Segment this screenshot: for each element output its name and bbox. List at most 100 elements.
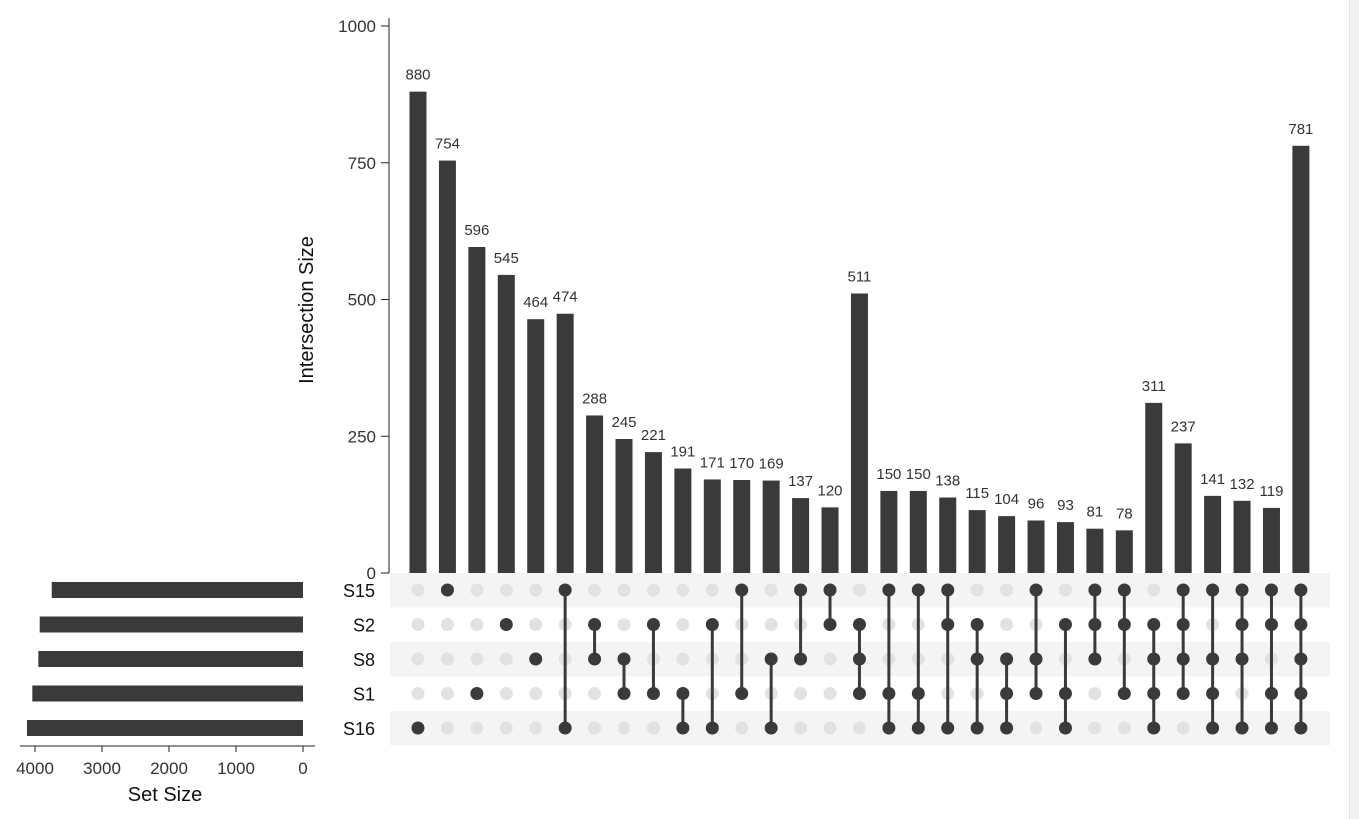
bar-value-label: 132 (1230, 476, 1255, 493)
intersection-bar (792, 498, 810, 573)
matrix-dot-active (1176, 618, 1190, 631)
scrollbar[interactable] (1349, 0, 1359, 819)
matrix-dot-active (1176, 652, 1190, 666)
bar-value-label: 119 (1260, 483, 1284, 500)
bar-value-label: 474 (553, 289, 578, 306)
bar-value-label: 781 (1288, 121, 1313, 138)
bar-value-label: 545 (494, 250, 519, 267)
matrix-dot-active (1058, 618, 1072, 631)
intersection-bar (586, 415, 604, 573)
bar-value-label: 93 (1057, 497, 1074, 514)
matrix-dot-active (1147, 618, 1161, 631)
set-size-bar (39, 616, 303, 633)
matrix-dot-active (1000, 652, 1014, 666)
matrix-dot-inactive (764, 618, 778, 631)
matrix-dot-inactive (617, 583, 631, 597)
intersection-bar (615, 438, 633, 573)
matrix-dot-inactive (823, 652, 837, 666)
matrix-dot-active (1147, 687, 1161, 700)
matrix-dot-active (676, 721, 690, 735)
matrix-dot-inactive (1000, 618, 1014, 631)
intersection-bar (409, 91, 427, 573)
matrix-dot-inactive (440, 687, 454, 700)
matrix-dot-active (1206, 583, 1220, 597)
matrix-dot-active (1264, 721, 1278, 735)
matrix-dot-active (1176, 687, 1190, 700)
matrix-dot-active (1029, 687, 1043, 700)
bar-value-label: 96 (1028, 495, 1045, 512)
bar-value-label: 169 (759, 456, 784, 473)
matrix-dot-inactive (852, 583, 866, 597)
matrix-dot-active (1206, 721, 1220, 735)
y-tick-label: 750 (348, 154, 376, 173)
bar-value-label: 170 (729, 455, 754, 472)
matrix-dot-inactive (1147, 583, 1161, 597)
matrix-dot-active (794, 652, 808, 666)
matrix-dot-inactive (676, 652, 690, 666)
matrix-dot-inactive (440, 721, 454, 735)
matrix-dot-active (470, 687, 484, 700)
set-label: S2 (353, 616, 375, 636)
matrix-dot-active (411, 721, 425, 735)
set-size-axis-title: Set Size (128, 784, 202, 806)
matrix-dot-active (558, 583, 572, 597)
matrix-dot-inactive (764, 583, 778, 597)
matrix-dot-active (1235, 652, 1249, 666)
intersection-bar (909, 490, 927, 573)
matrix-dot-active (499, 618, 513, 631)
matrix-dot-active (911, 721, 925, 735)
matrix-dot-active (646, 618, 660, 631)
matrix-dot-active (1235, 583, 1249, 597)
set-label: S1 (353, 685, 375, 705)
matrix-dot-active (1147, 721, 1161, 735)
set-label: S16 (343, 719, 375, 739)
matrix-dot-active (1088, 618, 1102, 631)
matrix-dot-inactive (794, 687, 808, 700)
set-size-bar (38, 651, 303, 667)
intersection-bar (1233, 500, 1251, 573)
y-tick-label: 1000 (338, 17, 376, 36)
intersection-bar (527, 319, 545, 573)
matrix-dot-active (1117, 687, 1131, 700)
matrix-dot-active (1294, 652, 1308, 666)
matrix-dot-inactive (617, 618, 631, 631)
matrix-dot-active (646, 687, 660, 700)
matrix-dot-active (617, 652, 631, 666)
matrix-dot-active (1058, 721, 1072, 735)
matrix-dot-active (1264, 583, 1278, 597)
matrix-dot-inactive (646, 721, 660, 735)
intersection-bar (1204, 495, 1222, 573)
matrix-dot-active (735, 583, 749, 597)
matrix-dot-inactive (823, 687, 837, 700)
matrix-dot-inactive (411, 583, 425, 597)
set-label: S8 (353, 650, 375, 670)
matrix-dot-inactive (1088, 721, 1102, 735)
matrix-dot-active (529, 652, 543, 666)
matrix-dot-active (882, 583, 896, 597)
bar-value-label: 464 (523, 294, 548, 311)
matrix-dot-inactive (440, 618, 454, 631)
intersection-bar (703, 479, 721, 573)
matrix-dot-inactive (529, 721, 543, 735)
intersection-bar (733, 480, 751, 573)
matrix-dot-active (1206, 687, 1220, 700)
set-label: S15 (343, 581, 375, 601)
matrix-dot-inactive (1088, 687, 1102, 700)
bar-value-label: 150 (906, 466, 931, 483)
matrix-dot-inactive (440, 652, 454, 666)
intersection-bar (821, 507, 839, 573)
bar-value-label: 245 (611, 414, 636, 431)
matrix-dot-active (705, 721, 719, 735)
x-tick-label: 1000 (217, 759, 255, 778)
matrix-dot-active (852, 652, 866, 666)
matrix-dot-active (1117, 618, 1131, 631)
bar-value-label: 191 (670, 444, 695, 461)
intersection-bar (1056, 522, 1074, 573)
bar-value-label: 237 (1171, 418, 1196, 435)
matrix-dot-inactive (499, 583, 513, 597)
matrix-dot-active (1176, 583, 1190, 597)
matrix-dot-active (794, 583, 808, 597)
intersection-bar (968, 510, 986, 573)
matrix-dot-active (1088, 652, 1102, 666)
matrix-dot-inactive (617, 721, 631, 735)
